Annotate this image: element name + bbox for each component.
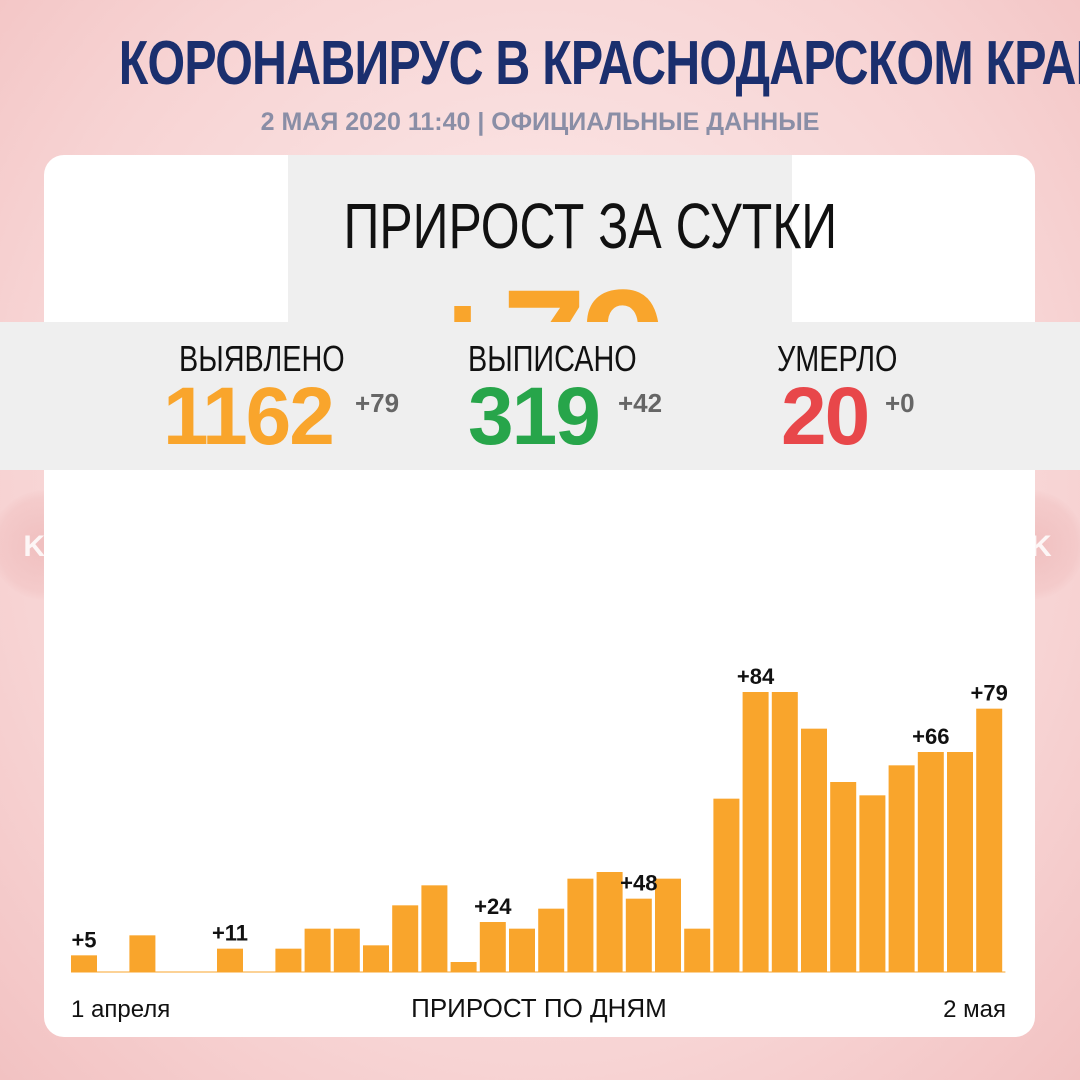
page-subtitle: 2 МАЯ 2020 11:40 | ОФИЦИАЛЬНЫЕ ДАННЫЕ — [260, 108, 820, 136]
stats-band — [0, 322, 1080, 470]
chart-bar — [830, 782, 857, 972]
chart-bar — [129, 935, 156, 972]
stat-recovered-label: ВЫПИСАНО — [468, 338, 637, 379]
chart-bar — [304, 928, 331, 972]
stat-recovered: ВЫПИСАНО 319 +42 — [468, 338, 708, 458]
chart-bar — [742, 692, 769, 972]
chart-bar — [333, 928, 360, 972]
chart-data-label: +11 — [212, 921, 248, 946]
page-title: КОРОНАВИРУС В КРАСНОДАРСКОМ КРАЕ — [118, 29, 1080, 98]
chart-bar — [275, 948, 302, 972]
chart-data-label: +24 — [474, 894, 512, 919]
chart-data-label: +84 — [737, 664, 775, 689]
stat-died: УМЕРЛО 20 +0 — [777, 338, 977, 458]
chart-bar — [684, 928, 711, 972]
chart-bar — [509, 928, 535, 972]
chart-bar — [71, 955, 97, 972]
chart-data-label: +5 — [71, 927, 96, 952]
daily-growth-chart: +5 +11 +24 +48 +84 +66 +79 1 апреля ПРИРОСТ ПО Д… — [71, 664, 1008, 1023]
chart-bar — [976, 708, 1003, 972]
chart-bar — [859, 795, 886, 972]
chart-bar — [392, 905, 419, 972]
stat-detected-label: ВЫЯВЛЕНО — [179, 338, 345, 379]
chart-bar — [538, 908, 565, 972]
chart-bar — [217, 948, 243, 972]
stat-died-value: 20 — [781, 371, 870, 462]
stat-died-delta: +0 — [885, 388, 915, 418]
chart-bar — [947, 752, 973, 972]
stat-detected-value: 1162 — [163, 371, 335, 462]
chart-bar — [771, 692, 798, 972]
stat-recovered-value: 319 — [468, 371, 601, 462]
chart-bar — [567, 878, 594, 972]
stat-detected-delta: +79 — [355, 388, 400, 418]
chart-bar — [801, 728, 827, 972]
chart-bar — [655, 878, 681, 972]
chart-bar — [917, 752, 944, 972]
chart-data-label: +79 — [971, 681, 1008, 706]
chart-bar — [421, 885, 448, 972]
chart-bar — [596, 872, 623, 972]
chart-x-start-label: 1 апреля — [71, 996, 170, 1023]
chart-bar — [625, 898, 652, 972]
stat-died-label: УМЕРЛО — [777, 338, 898, 379]
chart-x-end-label: 2 мая — [943, 996, 1006, 1023]
stat-detected: ВЫЯВЛЕНО 1162 +79 — [163, 338, 443, 458]
chart-data-label: +66 — [912, 724, 949, 749]
chart-title: ПРИРОСТ ПО ДНЯМ — [411, 993, 667, 1023]
chart-bar — [479, 922, 506, 972]
chart-bar — [363, 945, 389, 972]
chart-bar — [450, 962, 477, 972]
chart-bar — [888, 765, 915, 972]
chart-bar — [713, 798, 740, 972]
stat-recovered-delta: +42 — [618, 388, 663, 418]
chart-data-label: +48 — [620, 871, 657, 896]
main-card: ПРИРОСТ ЗА СУТКИ +79 +5+11+24+48+84+66+7… — [44, 155, 1035, 1037]
